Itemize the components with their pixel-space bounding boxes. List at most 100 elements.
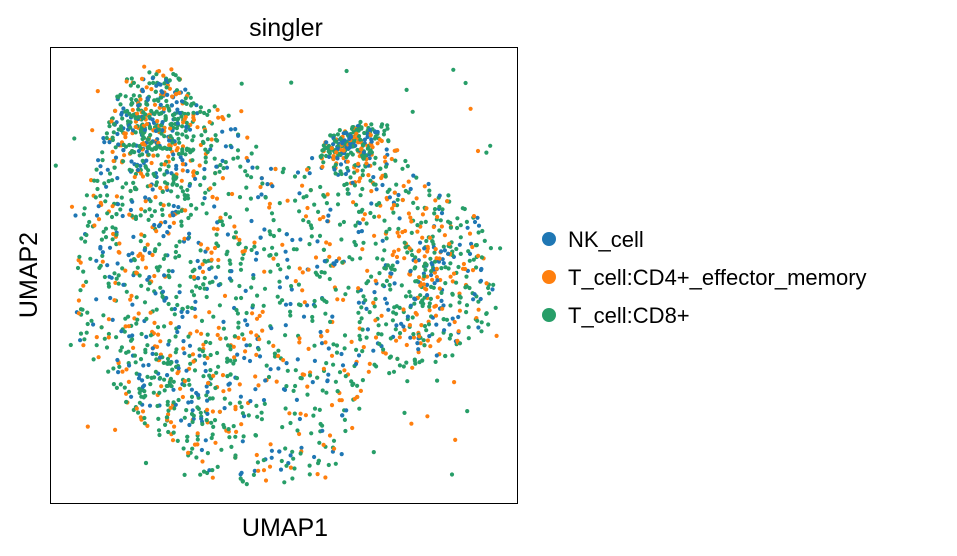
scatter-point bbox=[486, 285, 491, 291]
scatter-point bbox=[82, 206, 87, 211]
scatter-point bbox=[198, 105, 203, 110]
scatter-point bbox=[326, 346, 331, 351]
scatter-point bbox=[157, 167, 163, 172]
scatter-point bbox=[158, 102, 163, 107]
scatter-point bbox=[222, 396, 227, 401]
scatter-point bbox=[166, 360, 171, 365]
scatter-point bbox=[220, 373, 226, 378]
scatter-point bbox=[132, 353, 137, 358]
scatter-point bbox=[185, 434, 190, 439]
scatter-point bbox=[291, 456, 296, 461]
scatter-point bbox=[484, 311, 489, 316]
scatter-point bbox=[409, 230, 414, 235]
scatter-point bbox=[427, 188, 432, 193]
scatter-point bbox=[116, 142, 121, 147]
scatter-point bbox=[437, 204, 442, 209]
scatter-point bbox=[119, 195, 124, 200]
scatter-point bbox=[310, 156, 315, 161]
scatter-point bbox=[321, 366, 326, 371]
scatter-point bbox=[111, 366, 116, 371]
scatter-point bbox=[112, 271, 117, 276]
scatter-point bbox=[162, 172, 167, 177]
scatter-point bbox=[134, 270, 139, 275]
scatter-point bbox=[150, 252, 155, 258]
scatter-point bbox=[239, 404, 244, 410]
scatter-point bbox=[348, 175, 353, 180]
scatter-point bbox=[186, 400, 191, 405]
scatter-point bbox=[251, 276, 256, 281]
scatter-point bbox=[277, 228, 282, 233]
scatter-point bbox=[131, 80, 136, 85]
scatter-point bbox=[438, 218, 443, 223]
scatter-point bbox=[185, 305, 190, 310]
scatter-point bbox=[289, 284, 294, 289]
scatter-point bbox=[142, 415, 147, 421]
scatter-point bbox=[113, 155, 119, 160]
scatter-point bbox=[110, 237, 115, 242]
scatter-point bbox=[218, 162, 223, 168]
scatter-point bbox=[330, 314, 335, 319]
scatter-point bbox=[258, 235, 263, 240]
scatter-point bbox=[486, 322, 491, 327]
scatter-point bbox=[478, 278, 484, 283]
scatter-point bbox=[124, 399, 129, 405]
scatter-point bbox=[154, 183, 159, 188]
scatter-point bbox=[432, 304, 437, 309]
scatter-point bbox=[258, 184, 263, 190]
scatter-point bbox=[105, 263, 110, 268]
scatter-point bbox=[217, 303, 222, 308]
scatter-point bbox=[169, 103, 174, 108]
scatter-point bbox=[219, 447, 224, 452]
scatter-point bbox=[207, 310, 212, 315]
scatter-point bbox=[365, 327, 370, 332]
scatter-point bbox=[189, 305, 195, 311]
scatter-point bbox=[158, 285, 163, 290]
scatter-point bbox=[310, 318, 315, 323]
scatter-point bbox=[130, 251, 135, 256]
scatter-point bbox=[180, 168, 185, 173]
scatter-point bbox=[425, 338, 430, 343]
scatter-point bbox=[259, 410, 264, 415]
scatter-point bbox=[194, 206, 199, 211]
legend-label-0: NK_cell bbox=[568, 227, 644, 252]
scatter-point bbox=[454, 246, 459, 252]
scatter-point bbox=[268, 442, 273, 447]
scatter-point bbox=[210, 475, 215, 480]
scatter-point bbox=[81, 212, 86, 217]
scatter-point bbox=[130, 302, 135, 307]
scatter-point bbox=[256, 195, 261, 200]
scatter-point bbox=[154, 352, 159, 357]
scatter-point bbox=[184, 120, 189, 125]
scatter-point bbox=[356, 161, 361, 166]
scatter-point bbox=[200, 459, 205, 464]
scatter-point bbox=[223, 144, 228, 149]
scatter-point bbox=[245, 322, 250, 327]
scatter-point bbox=[191, 134, 196, 139]
legend-label-1: T_cell:CD4+_effector_memory bbox=[568, 265, 867, 290]
scatter-point bbox=[205, 355, 210, 361]
scatter-point bbox=[126, 314, 131, 319]
scatter-point bbox=[445, 199, 450, 204]
scatter-point bbox=[150, 187, 155, 192]
scatter-point bbox=[183, 96, 188, 101]
scatter-point bbox=[184, 368, 189, 373]
scatter-point bbox=[442, 248, 447, 253]
scatter-point bbox=[430, 315, 435, 320]
scatter-point bbox=[107, 245, 113, 250]
scatter-point bbox=[115, 357, 120, 363]
scatter-point bbox=[163, 117, 168, 122]
scatter-point bbox=[183, 87, 188, 92]
scatter-point bbox=[283, 333, 288, 338]
scatter-point bbox=[427, 235, 433, 240]
scatter-point bbox=[351, 200, 356, 205]
scatter-point bbox=[422, 184, 427, 189]
scatter-point bbox=[220, 158, 225, 163]
scatter-point bbox=[210, 396, 215, 401]
scatter-point bbox=[249, 218, 254, 224]
scatter-point bbox=[191, 413, 196, 418]
scatter-point bbox=[207, 280, 212, 285]
scatter-point bbox=[360, 378, 365, 383]
scatter-point bbox=[266, 374, 272, 380]
scatter-point bbox=[115, 202, 121, 207]
